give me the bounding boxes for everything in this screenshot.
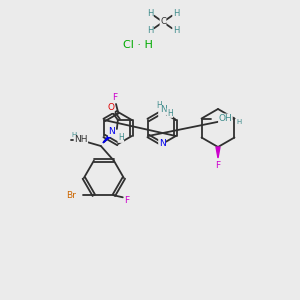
Text: N: N: [160, 106, 167, 115]
Text: O: O: [107, 103, 114, 112]
Text: F: F: [112, 94, 118, 103]
Text: Cl · H: Cl · H: [123, 40, 153, 50]
Polygon shape: [103, 133, 115, 143]
Text: H: H: [118, 134, 124, 142]
Text: NH: NH: [74, 136, 88, 145]
Text: F: F: [215, 160, 220, 169]
Text: H: H: [147, 9, 153, 18]
Text: H: H: [173, 26, 179, 35]
Text: H: H: [71, 132, 76, 138]
Text: OH: OH: [218, 114, 232, 123]
Text: Br: Br: [66, 191, 76, 200]
Text: C: C: [160, 17, 166, 26]
Text: H: H: [237, 119, 242, 125]
Text: N: N: [109, 128, 115, 136]
Text: N: N: [77, 136, 84, 145]
Text: N: N: [159, 140, 165, 148]
Text: H: H: [173, 9, 179, 18]
Text: H: H: [147, 26, 153, 35]
Text: N: N: [159, 107, 165, 116]
Text: H: H: [167, 109, 173, 118]
Text: H: H: [156, 100, 162, 109]
Text: F: F: [124, 196, 129, 205]
Polygon shape: [216, 147, 220, 158]
